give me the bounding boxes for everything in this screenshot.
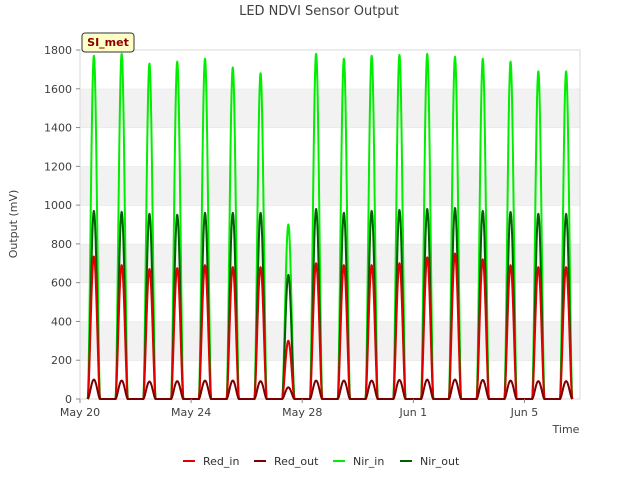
series-lines xyxy=(86,52,574,400)
y-tick-label: 1400 xyxy=(44,122,72,135)
legend-label: Red_in xyxy=(203,455,239,468)
grid-band xyxy=(80,166,580,206)
legend-label: Nir_in xyxy=(353,455,384,468)
y-tick-label: 400 xyxy=(51,315,72,328)
y-tick-label: 1800 xyxy=(44,44,72,57)
grid-band xyxy=(80,243,580,283)
site-badge-box xyxy=(81,32,135,53)
x-axis-ticks: May 20 May 24 May 28 Jun 1 Jun 5 xyxy=(60,399,538,419)
site-badge-label: SI_met xyxy=(87,36,129,49)
series-line-red-out xyxy=(87,378,573,400)
legend-label: Red_out xyxy=(274,455,319,468)
x-axis-label: Time xyxy=(552,423,580,436)
grid-band xyxy=(80,360,580,399)
grid-band xyxy=(80,88,580,128)
x-tick-label: May 24 xyxy=(171,406,211,419)
grid-band xyxy=(80,127,580,167)
x-tick-label: Jun 5 xyxy=(510,406,539,419)
y-tick-label: 0 xyxy=(65,393,72,406)
x-tick-label: May 28 xyxy=(282,406,322,419)
y-axis-ticks: 0 200 400 600 800 1000 1200 1400 1600 1800 xyxy=(44,44,80,406)
y-tick-label: 800 xyxy=(51,238,72,251)
x-tick-label: Jun 1 xyxy=(398,406,427,419)
grid-bands xyxy=(80,49,580,399)
y-axis-label: Output (mV) xyxy=(7,190,20,259)
grid-band xyxy=(80,50,580,89)
y-tick-label: 1600 xyxy=(44,83,72,96)
grid-band xyxy=(80,282,580,322)
chart-title: LED NDVI Sensor Output xyxy=(239,4,399,19)
y-tick-label: 600 xyxy=(51,277,72,290)
site-badge: SI_met xyxy=(81,32,135,53)
x-tick-label: May 20 xyxy=(60,406,100,419)
y-tick-label: 1200 xyxy=(44,160,72,173)
y-tick-label: 1000 xyxy=(44,199,72,212)
grid-band xyxy=(80,321,580,361)
grid-band xyxy=(80,205,580,244)
legend: Red_in Red_out Nir_in Nir_out xyxy=(183,455,460,468)
y-tick-label: 200 xyxy=(51,354,72,367)
legend-label: Nir_out xyxy=(420,455,460,468)
